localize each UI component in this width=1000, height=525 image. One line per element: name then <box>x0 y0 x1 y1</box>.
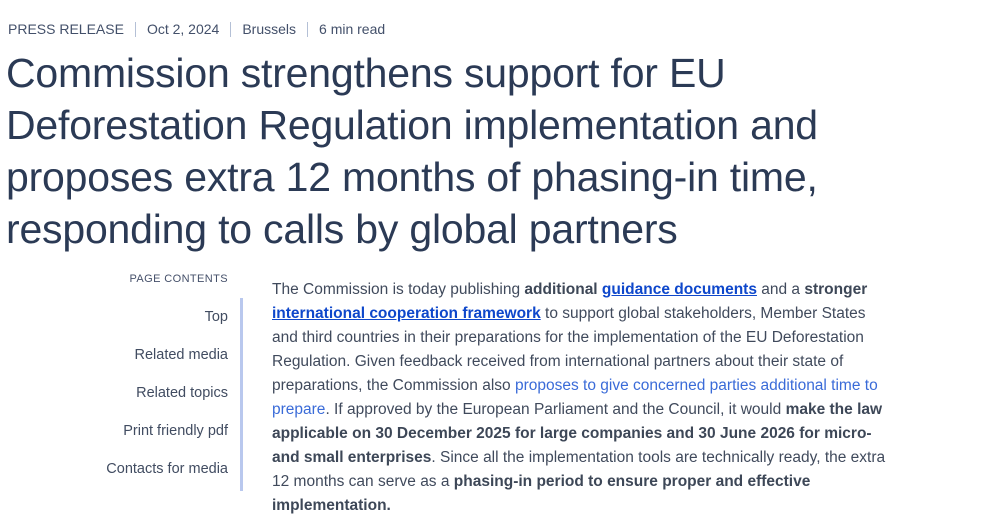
page-title-line: Commission strengthens support for EU <box>6 50 726 96</box>
page-title-line: responding to calls by global partners <box>6 206 678 252</box>
sidebar-item-print-friendly-pdf[interactable]: Print friendly pdf <box>123 423 228 439</box>
paragraph-line: The Commission is today publishing addit… <box>272 278 885 302</box>
paragraph-line: prepare. If approved by the European Par… <box>272 398 885 422</box>
paragraph-text: . If approved by the European Parliament… <box>325 401 786 418</box>
article-body: The Commission is today publishing addit… <box>272 273 885 518</box>
page-contents-heading: PAGE CONTENTS <box>129 273 228 285</box>
inline-link[interactable]: guidance documents <box>601 281 757 298</box>
paragraph-text: The Commission is today publishing <box>272 281 525 298</box>
paragraph-line: preparations, the Commission also propos… <box>272 374 885 398</box>
inline-link[interactable]: prepare <box>272 401 326 418</box>
content-area: PAGE CONTENTS Top Related media Related … <box>0 273 1000 518</box>
sidebar-item-related-media[interactable]: Related media <box>134 347 229 363</box>
paragraph-text: and small enterprises <box>272 449 432 466</box>
page-title-line: proposes extra 12 months of phasing-in t… <box>6 154 818 200</box>
paragraph-line: applicable on 30 December 2025 for large… <box>272 422 885 446</box>
paragraph-text: and a <box>756 281 805 298</box>
paragraph-text: additional <box>524 281 602 298</box>
inline-link[interactable]: proposes to give concerned parties addit… <box>514 377 878 394</box>
paragraph-line: and small enterprises. Since all the imp… <box>272 446 885 470</box>
publication-date: Oct 2, 2024 <box>146 21 220 37</box>
meta-separator <box>230 21 232 37</box>
page-contents-sidebar: PAGE CONTENTS Top Related media Related … <box>0 273 243 491</box>
inline-link[interactable]: international cooperation framework <box>272 305 541 322</box>
sidebar-item-related-topics[interactable]: Related topics <box>136 385 228 401</box>
sidebar-item-contacts-for-media[interactable]: Contacts for media <box>106 461 228 477</box>
paragraph-line: international cooperation framework to s… <box>272 302 885 326</box>
article-meta: PRESS RELEASE Oct 2, 2024 Brussels 6 min… <box>0 0 1000 37</box>
paragraph-text: 12 months can serve as a <box>272 473 454 490</box>
paragraph-text: make the law <box>785 401 883 418</box>
paragraph-text: applicable on 30 December 2025 for large… <box>272 425 872 442</box>
paragraph-text: stronger <box>804 281 868 298</box>
paragraph-line: and third countries in their preparation… <box>272 326 885 350</box>
meta-separator <box>307 21 309 37</box>
paragraph-text: . Since all the implementation tools are… <box>431 449 886 466</box>
sidebar-item-top[interactable]: Top <box>204 309 228 325</box>
paragraph-text: implementation. <box>272 497 391 514</box>
paragraph-line: Regulation. Given feedback received from… <box>272 350 885 374</box>
paragraph-text: Regulation. Given feedback received from… <box>272 353 844 370</box>
paragraph-text: to support global stakeholders, Member S… <box>540 305 866 322</box>
paragraph-text: phasing-in period to ensure proper and e… <box>453 473 811 490</box>
page-contents-list: Top Related media Related topics Print f… <box>0 298 243 491</box>
paragraph-line: implementation. <box>272 494 885 518</box>
page-title: Commission strengthens support for EU De… <box>6 47 1000 255</box>
read-time: 6 min read <box>319 21 386 37</box>
publication-location: Brussels <box>242 21 297 37</box>
press-release-label: PRESS RELEASE <box>8 21 124 37</box>
paragraph-text: and third countries in their preparation… <box>272 329 864 346</box>
meta-separator <box>134 21 136 37</box>
page-title-line: Deforestation Regulation implementation … <box>6 102 818 148</box>
paragraph-line: 12 months can serve as a phasing-in peri… <box>272 470 885 494</box>
paragraph-text: preparations, the Commission also <box>272 377 515 394</box>
